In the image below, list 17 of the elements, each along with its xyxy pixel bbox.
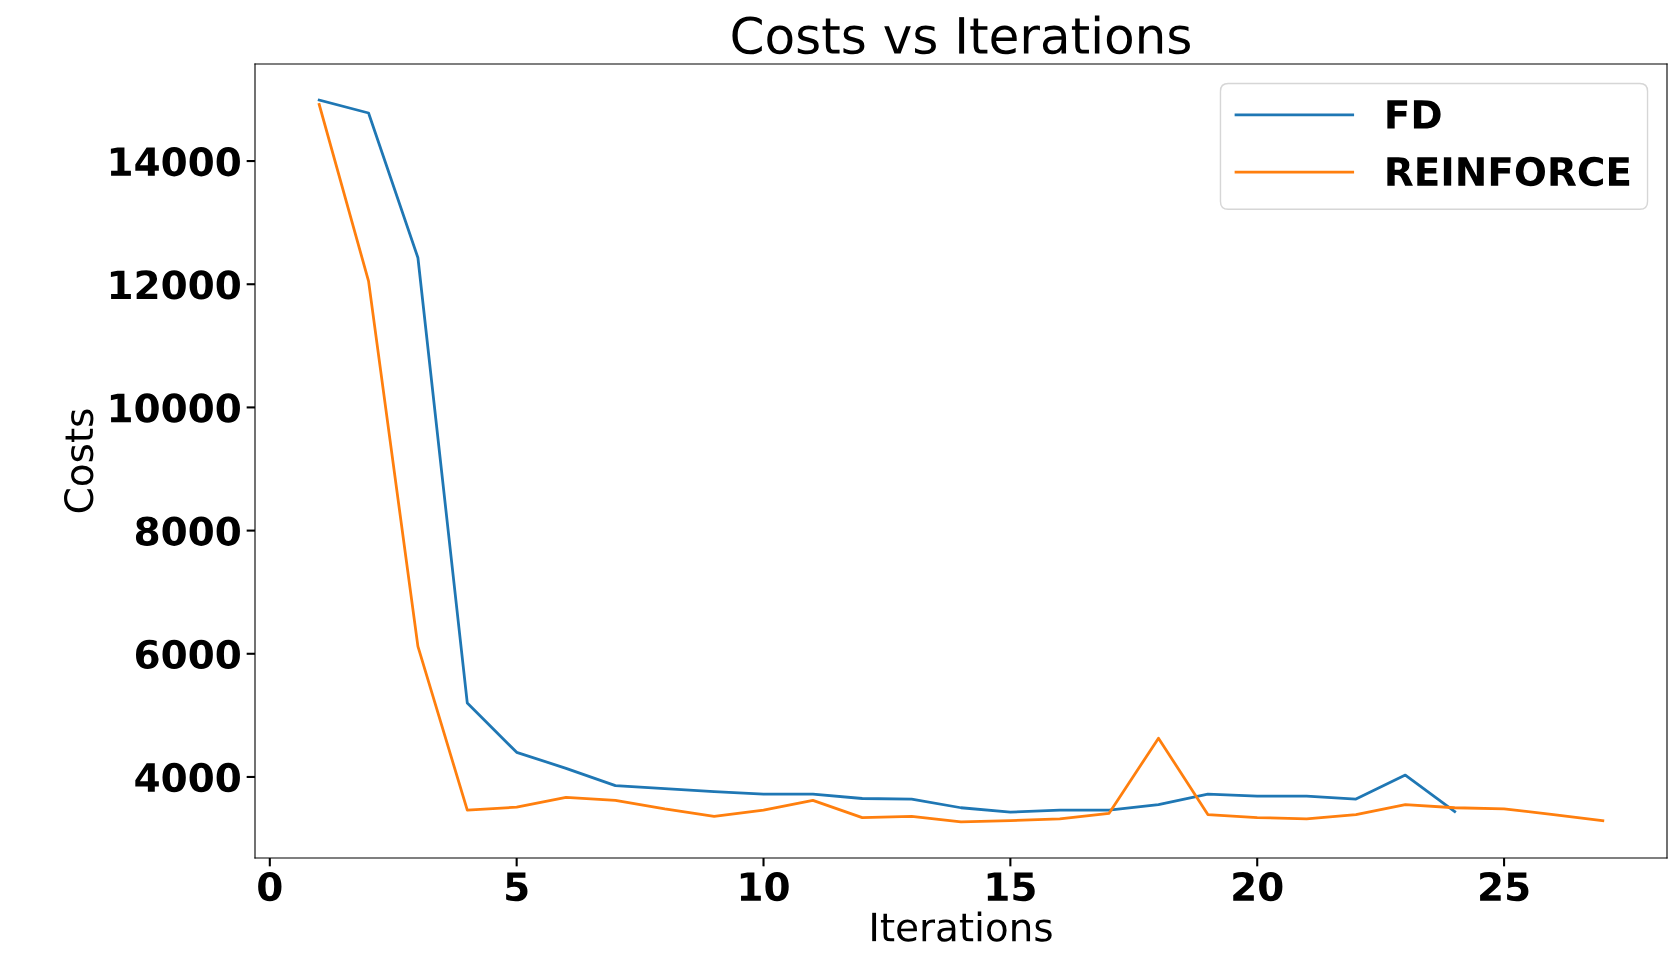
y-tick-label: 14000 [110, 146, 240, 177]
y-tick-label: 4000 [135, 762, 240, 793]
x-tick-label: 15 [987, 872, 1035, 902]
x-tick-label: 20 [1233, 871, 1283, 902]
legend-label: FD [1387, 100, 1441, 129]
chart-title: Costs vs Iterations [732, 15, 1190, 55]
y-tick-label: 12000 [110, 270, 240, 300]
x-tick-label: 5 [506, 872, 528, 902]
y-tick-label: 6000 [135, 639, 240, 670]
x-tick-label: 10 [740, 871, 789, 902]
legend-label: REINFORCE [1387, 156, 1630, 187]
y-axis-title: Costs [64, 409, 94, 513]
y-tick-label: 10000 [110, 393, 240, 423]
x-tick-label: 0 [258, 871, 282, 902]
x-tick-label: 25 [1480, 871, 1529, 902]
x-axis-title: Iterations [872, 911, 1052, 942]
y-tick-label: 8000 [135, 516, 240, 546]
